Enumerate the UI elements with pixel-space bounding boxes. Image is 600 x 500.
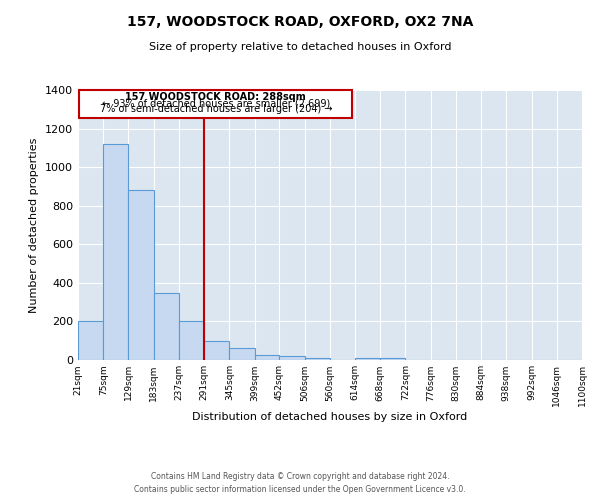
X-axis label: Distribution of detached houses by size in Oxford: Distribution of detached houses by size … <box>193 412 467 422</box>
Bar <box>355 358 380 360</box>
Text: 157, WOODSTOCK ROAD, OXFORD, OX2 7NA: 157, WOODSTOCK ROAD, OXFORD, OX2 7NA <box>127 15 473 29</box>
FancyBboxPatch shape <box>79 90 352 118</box>
Text: 7% of semi-detached houses are larger (204) →: 7% of semi-detached houses are larger (2… <box>100 104 332 115</box>
Bar <box>154 292 179 360</box>
Y-axis label: Number of detached properties: Number of detached properties <box>29 138 40 312</box>
Bar <box>128 190 154 360</box>
Bar <box>254 355 280 360</box>
Text: Size of property relative to detached houses in Oxford: Size of property relative to detached ho… <box>149 42 451 52</box>
Text: Contains public sector information licensed under the Open Government Licence v3: Contains public sector information licen… <box>134 485 466 494</box>
Text: Contains HM Land Registry data © Crown copyright and database right 2024.: Contains HM Land Registry data © Crown c… <box>151 472 449 481</box>
Bar <box>305 358 330 360</box>
Bar <box>179 322 204 360</box>
Bar <box>380 358 406 360</box>
Bar <box>78 322 103 360</box>
Text: ← 93% of detached houses are smaller (2,699): ← 93% of detached houses are smaller (2,… <box>101 98 330 108</box>
Bar <box>204 340 229 360</box>
Bar <box>103 144 128 360</box>
Bar <box>229 348 254 360</box>
Text: 157 WOODSTOCK ROAD: 288sqm: 157 WOODSTOCK ROAD: 288sqm <box>125 92 306 102</box>
Bar <box>280 356 305 360</box>
